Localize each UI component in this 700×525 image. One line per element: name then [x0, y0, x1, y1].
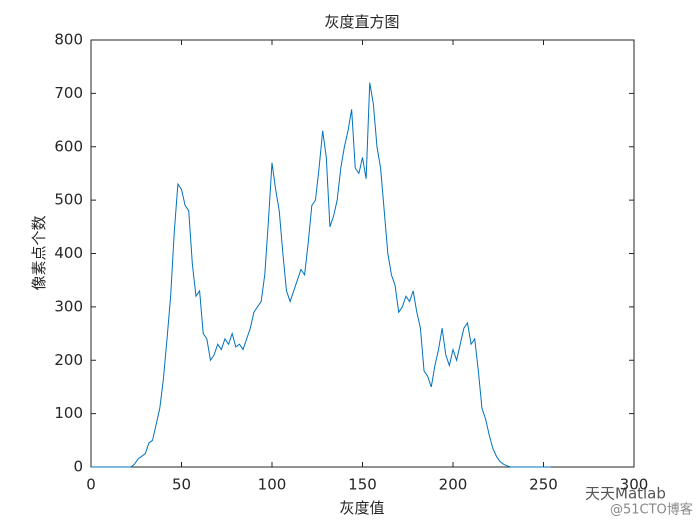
x-tick-label: 0 — [86, 476, 96, 494]
x-tick-label: 250 — [529, 476, 558, 494]
data-line — [91, 82, 551, 468]
y-tick-label: 400 — [54, 244, 83, 262]
y-tick-label: 100 — [54, 404, 83, 422]
plot-frame — [90, 39, 635, 468]
y-tick-label: 600 — [54, 137, 83, 155]
y-tick-label: 300 — [54, 297, 83, 315]
y-tick-label: 700 — [54, 84, 83, 102]
x-tick-label: 150 — [348, 476, 377, 494]
y-tick-label: 800 — [54, 31, 83, 49]
chart-title: 灰度直方图 — [324, 13, 399, 31]
y-tick-label: 0 — [73, 458, 83, 476]
x-tick-label: 200 — [439, 476, 468, 494]
x-tick-label: 50 — [172, 476, 191, 494]
watermark: @51CTO博客 — [610, 502, 693, 518]
x-tick-label: 100 — [258, 476, 287, 494]
y-tick-label: 200 — [54, 351, 83, 369]
x-tick-label: 300 — [620, 476, 649, 494]
x-axis-label: 灰度值 — [339, 499, 384, 517]
y-axis-label: 像素点个数 — [30, 215, 48, 290]
watermark: 天天Matlab — [585, 485, 666, 503]
y-tick-label: 500 — [54, 191, 83, 209]
